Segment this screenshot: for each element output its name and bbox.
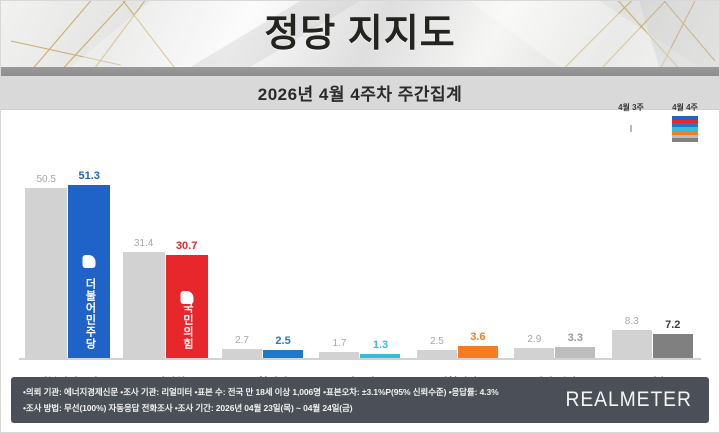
legend-label-current: 4월 4주 [672, 103, 698, 112]
footer-text-block: •의뢰 기관: 에너지경제신문 •조사 기관: 리얼미터 •표본 수: 전국 만… [23, 386, 499, 414]
bar-value-previous: 50.5 [36, 174, 56, 186]
gold-line-decoration [10, 1, 719, 67]
footer-line-2: •조사 방법: 무선(100%) 자동응답 전화조사 •조사 기간: 2026년… [23, 403, 353, 413]
bar-previous: 1.7 [319, 338, 360, 358]
bar-pair: 8.3 7.2 [604, 316, 701, 358]
bar-pair: 31.4 30.7 국민의힘 [116, 238, 213, 358]
bar-group: 31.4 30.7 국민의힘국민의힘 [116, 144, 213, 389]
legend-stripe [672, 134, 698, 139]
header-divider [1, 67, 719, 76]
bar-value-current: 51.3 [78, 170, 100, 183]
legend-stripe [672, 130, 698, 135]
bar-rect-current [652, 333, 693, 358]
bar-value-previous: 1.7 [332, 338, 347, 350]
bar-pair: 50.5 51.3 더불어민주당 [19, 170, 116, 358]
bar-value-previous: 8.3 [624, 316, 639, 328]
legend-stripe [672, 138, 698, 143]
party-logo-text: 더불어민주당 [68, 278, 110, 350]
bar-rect-current: 국민의힘 [165, 254, 208, 358]
bar-value-previous: 2.9 [527, 334, 542, 346]
bar-rect-previous [319, 352, 360, 358]
legend-label-previous: 4월 3주 [618, 103, 644, 112]
bar-pair: 2.7 2.5 [214, 335, 311, 358]
bar-current: 1.3 [360, 338, 401, 358]
bar-value-current: 3.6 [470, 330, 486, 343]
bar-value-current: 7.2 [665, 318, 681, 331]
bar-pair: 1.7 1.3 [311, 338, 408, 358]
bar-previous: 50.5 [25, 174, 68, 358]
legend-stripe [672, 123, 698, 128]
bar-chart: 50.551.3더불어민주당더불어민주당31.430.7국민의힘국민의힘2.72… [1, 144, 719, 396]
bar-group: 2.72.5조국혁신당 [214, 144, 311, 389]
bar-previous: 2.9 [514, 334, 555, 358]
bar-rect-current: 더불어민주당 [68, 185, 111, 358]
legend-swatch-current [672, 116, 698, 143]
bar-group: 2.53.6개혁신당 [409, 144, 506, 389]
bar-value-current: 30.7 [175, 239, 198, 252]
bar-group: 50.5 51.3 더불어민주당더불어민주당 [19, 144, 116, 389]
legend-stripe [672, 127, 698, 131]
legend-item-previous: 4월 3주 [611, 102, 651, 142]
bar-previous: 31.4 [122, 238, 165, 358]
footer-methodology: •의뢰 기관: 에너지경제신문 •조사 기관: 리얼미터 •표본 수: 전국 만… [11, 377, 709, 423]
legend-swatch-previous [630, 125, 632, 132]
legend: 4월 3주 4월 4주 [611, 102, 705, 143]
party-logo-text: 국민의힘 [166, 302, 208, 350]
bar-current: 3.6 [457, 330, 498, 358]
bar-previous: 2.5 [416, 335, 457, 358]
bar-current: 3.3 [555, 331, 596, 358]
legend-stripe [672, 116, 698, 120]
legend-stripe [672, 119, 698, 124]
bar-current: 30.7 국민의힘 [165, 239, 208, 358]
bar-groups: 50.551.3더불어민주당더불어민주당31.430.7국민의힘국민의힘2.72… [19, 144, 701, 389]
bar-rect-current [263, 349, 304, 358]
bar-rect-previous [514, 348, 555, 358]
bar-rect-current [360, 353, 401, 358]
bar-group: 1.71.3진보당 [311, 144, 408, 389]
bar-current: 7.2 [652, 318, 693, 358]
bar-rect-current [457, 345, 498, 358]
page-title: 정당 지지도 [264, 13, 456, 55]
bar-value-previous: 2.7 [235, 334, 249, 346]
bar-group: 8.37.2무당층 [604, 144, 701, 389]
bar-rect-current [555, 346, 596, 358]
bar-value-current: 3.3 [567, 331, 583, 344]
bar-value-previous: 2.5 [429, 335, 444, 347]
party-logo-label: 국민의힘 [181, 302, 194, 350]
party-logo-mark [180, 291, 194, 305]
subtitle-text: 2026년 4월 4주차 주간집계 [257, 85, 463, 104]
bar-group: 2.93.3기타 정당 [506, 144, 603, 389]
legend-item-current: 4월 4주 [665, 102, 705, 143]
party-logo-mark [82, 255, 96, 269]
bar-rect-previous [416, 349, 457, 358]
subtitle-band: 2026년 4월 4주차 주간집계 [1, 76, 719, 110]
party-logo-label: 더불어민주당 [83, 278, 96, 350]
bar-rect-previous [122, 252, 165, 358]
footer-line-1: •의뢰 기관: 에너지경제신문 •조사 기관: 리얼미터 •표본 수: 전국 만… [23, 387, 499, 397]
bar-current: 2.5 [263, 334, 304, 358]
bar-rect-previous [611, 330, 652, 358]
bar-rect-previous [25, 188, 68, 358]
bar-value-current: 2.5 [275, 334, 291, 347]
bar-current: 51.3 더불어민주당 [68, 170, 111, 358]
bar-pair: 2.9 3.3 [506, 332, 603, 358]
bar-previous: 2.7 [222, 334, 263, 358]
chart-baseline [19, 358, 701, 360]
header-banner: 정당 지지도 [1, 1, 719, 67]
bar-pair: 2.5 3.6 [409, 331, 506, 358]
bar-previous: 8.3 [611, 316, 652, 358]
bar-rect-previous [222, 348, 263, 358]
realmeter-logo: REALMETER [565, 388, 692, 411]
bar-value-previous: 31.4 [133, 238, 154, 250]
bar-value-current: 1.3 [372, 338, 389, 351]
